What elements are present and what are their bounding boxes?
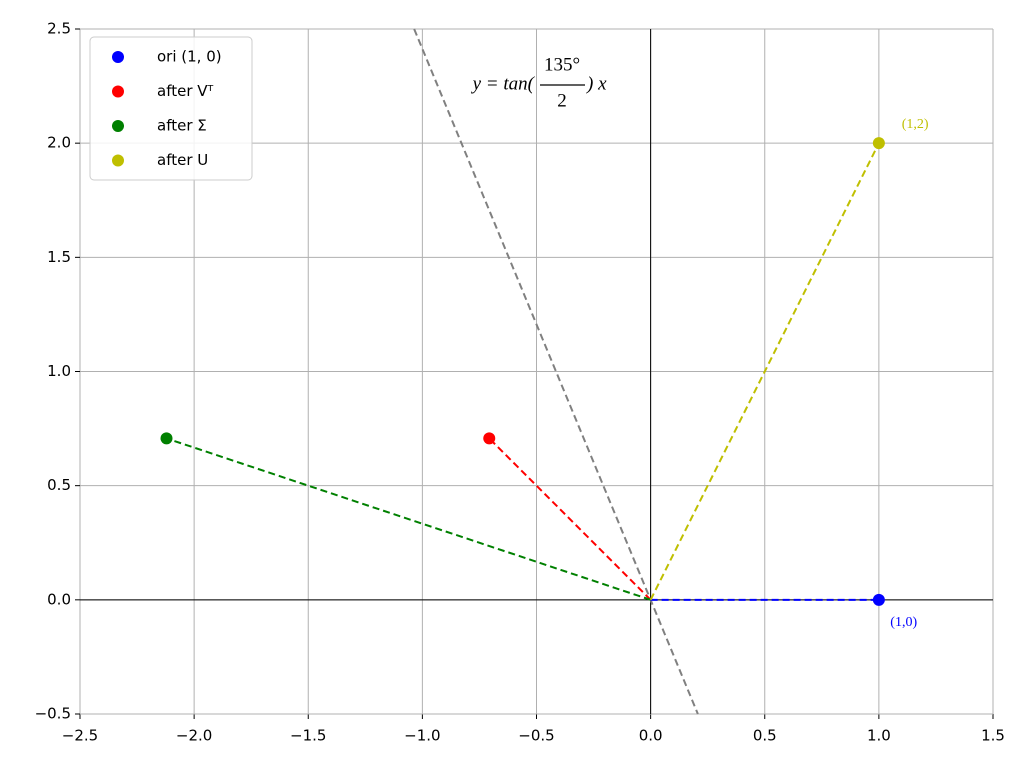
y-tick-label: 2.5 [47, 20, 71, 38]
point [872, 593, 885, 606]
point [483, 432, 496, 445]
x-tick-label: 0.5 [753, 727, 777, 745]
y-tick-label: −0.5 [35, 705, 71, 723]
x-tick-label: 1.0 [867, 727, 891, 745]
point-annotation: (1,0) [890, 615, 917, 630]
equation-text: 2 [557, 90, 567, 111]
legend-marker [112, 85, 124, 98]
legend-label: after Vᵀ [157, 82, 214, 100]
legend-marker [112, 120, 124, 132]
point-annotation: (1,2) [902, 117, 929, 132]
vector-line [488, 437, 652, 601]
y-tick-label: 2.0 [47, 134, 71, 152]
legend: ori (1, 0) after Vᵀ after Σ after U [89, 36, 253, 181]
legend-marker [112, 154, 124, 167]
legend-label: after U [157, 151, 208, 169]
x-tick-label: 0.0 [639, 727, 663, 745]
legend-box [89, 36, 253, 181]
x-tick-label: −1.0 [404, 727, 440, 745]
x-tick-label: 1.5 [981, 727, 1005, 745]
equation-text: ) x [586, 73, 607, 94]
legend-label: after Σ [157, 117, 207, 135]
y-tick-label: 1.5 [47, 248, 71, 266]
point [872, 137, 885, 150]
vector-line [166, 437, 651, 601]
vector-line [649, 142, 880, 601]
equation-text: 135° [544, 54, 580, 75]
equation-text: y = tan( [471, 73, 536, 94]
y-tick-label: 0.0 [47, 590, 71, 608]
legend-marker [112, 51, 124, 63]
x-tick-label: −1.5 [290, 727, 326, 745]
point [160, 432, 173, 445]
y-tick-label: 1.0 [47, 362, 71, 380]
x-tick-label: −2.5 [62, 727, 98, 745]
x-tick-label: −0.5 [518, 727, 554, 745]
x-tick-label: −2.0 [176, 727, 212, 745]
y-tick-label: 0.5 [47, 476, 71, 494]
legend-label: ori (1, 0) [157, 48, 222, 66]
